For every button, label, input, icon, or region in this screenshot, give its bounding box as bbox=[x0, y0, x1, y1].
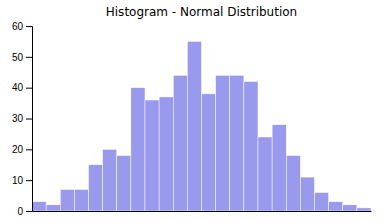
bar bbox=[159, 97, 173, 211]
chart-container: 0 10 20 30 40 50 60 Histogram - Normal Distribu… bbox=[0, 0, 383, 223]
y-tick: 60 bbox=[12, 21, 32, 32]
y-tick-label: 40 bbox=[12, 82, 24, 93]
bar bbox=[103, 149, 117, 211]
bar bbox=[145, 100, 159, 211]
y-axis: 0 10 20 30 40 50 60 bbox=[12, 21, 33, 217]
bar bbox=[300, 177, 314, 211]
bar bbox=[343, 205, 357, 211]
y-tick-mark bbox=[26, 88, 32, 89]
x-axis bbox=[33, 211, 372, 212]
bar bbox=[244, 82, 258, 212]
bar bbox=[173, 75, 187, 211]
bar bbox=[32, 202, 46, 211]
y-tick: 20 bbox=[12, 144, 32, 155]
bar bbox=[117, 156, 131, 212]
bar bbox=[216, 75, 230, 211]
bar bbox=[329, 202, 343, 211]
y-axis-line bbox=[26, 27, 33, 212]
y-tick-label: 30 bbox=[12, 113, 24, 124]
bars bbox=[32, 41, 371, 211]
bar bbox=[230, 75, 244, 211]
title: Histogram - Normal Distribution bbox=[106, 5, 297, 19]
y-tick: 10 bbox=[12, 175, 32, 186]
y-tick-mark bbox=[26, 26, 32, 27]
chart: 0 10 20 30 40 50 60 Histogram - Normal Distribu… bbox=[0, 0, 383, 223]
y-tick: 0 bbox=[17, 206, 32, 217]
y-tick-label: 60 bbox=[12, 21, 24, 32]
plot: 0 10 20 30 40 50 60 bbox=[12, 21, 372, 217]
bar bbox=[131, 88, 145, 211]
y-tick: 40 bbox=[12, 82, 32, 93]
y-tick-mark bbox=[26, 211, 32, 212]
bar bbox=[89, 165, 103, 211]
bar bbox=[286, 156, 300, 212]
y-tick-label: 0 bbox=[17, 206, 23, 217]
bar bbox=[46, 205, 60, 211]
y-tick-mark bbox=[26, 119, 32, 120]
bar bbox=[357, 208, 371, 211]
y-tick: 30 bbox=[12, 113, 32, 124]
y-tick: 50 bbox=[12, 52, 32, 63]
y-tick-label: 20 bbox=[12, 144, 24, 155]
y-tick-mark bbox=[26, 57, 32, 58]
y-tick-label: 50 bbox=[12, 52, 24, 63]
bar bbox=[315, 193, 329, 212]
bar bbox=[60, 189, 74, 211]
bar bbox=[202, 94, 216, 211]
y-tick-label: 10 bbox=[12, 175, 24, 186]
bar bbox=[187, 41, 201, 211]
bar bbox=[258, 137, 272, 211]
y-tick-mark bbox=[26, 180, 32, 181]
y-tick-mark bbox=[26, 149, 32, 150]
bar bbox=[272, 125, 286, 211]
bar bbox=[74, 189, 88, 211]
x-axis-line bbox=[33, 211, 372, 212]
